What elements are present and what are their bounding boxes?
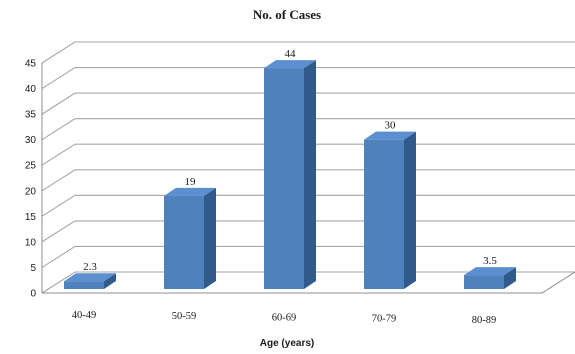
data-labels: 2.3 19 44 30 3.5 [83,48,497,273]
bar [464,267,516,289]
data-label: 2.3 [83,261,97,273]
gridline [41,92,575,115]
data-label: 3.5 [483,255,497,267]
data-label: 44 [285,48,297,60]
y-tick-label: 45 [25,59,37,70]
gridline [41,67,575,90]
y-tick-label: 20 [25,186,37,197]
bar-top [64,273,116,282]
x-axis-label: Age (years) [260,338,314,349]
y-tick-label: 30 [25,135,37,146]
bar [364,131,416,289]
gridlines [41,41,575,294]
y-tick-label: 10 [25,237,37,248]
x-tick-label: 80-89 [472,315,497,326]
data-label: 19 [185,176,197,188]
y-tick-label: 15 [25,212,37,223]
bar-front [264,68,304,289]
chart-title: No. of Cases [253,7,321,22]
y-axis-ticks: 0 5 10 15 20 25 30 35 40 45 [25,59,37,300]
bar-side [404,131,416,289]
bar [164,187,216,289]
floor-edge [42,271,575,294]
bar-top [464,267,516,276]
y-tick-label: 40 [25,84,37,95]
x-tick-label: 50-59 [172,311,197,322]
x-tick-label: 40-49 [72,310,97,321]
gridline [41,41,575,64]
bar-top [264,60,316,69]
y-tick-label: 25 [25,161,37,172]
bar-side [204,187,216,289]
bar-front [464,275,504,289]
x-tick-label: 70-79 [372,314,397,325]
y-tick-label: 35 [25,110,37,121]
bar-front [364,139,404,289]
bar-side [304,60,316,289]
bar [264,60,316,289]
bar [64,273,116,289]
bar-top [364,131,416,140]
x-tick-label: 60-69 [272,312,297,323]
bar-top [164,187,216,196]
bar-front [64,281,104,289]
y-tick-label: 5 [30,263,36,274]
bar-front [164,195,204,289]
gridline [41,118,575,141]
x-axis-categories: 40-49 50-59 60-69 70-79 80-89 [72,310,497,326]
y-tick-label: 0 [30,289,36,300]
bar-side [504,267,516,289]
bar-side [104,273,116,289]
bars [64,60,516,289]
data-label: 30 [385,120,397,132]
